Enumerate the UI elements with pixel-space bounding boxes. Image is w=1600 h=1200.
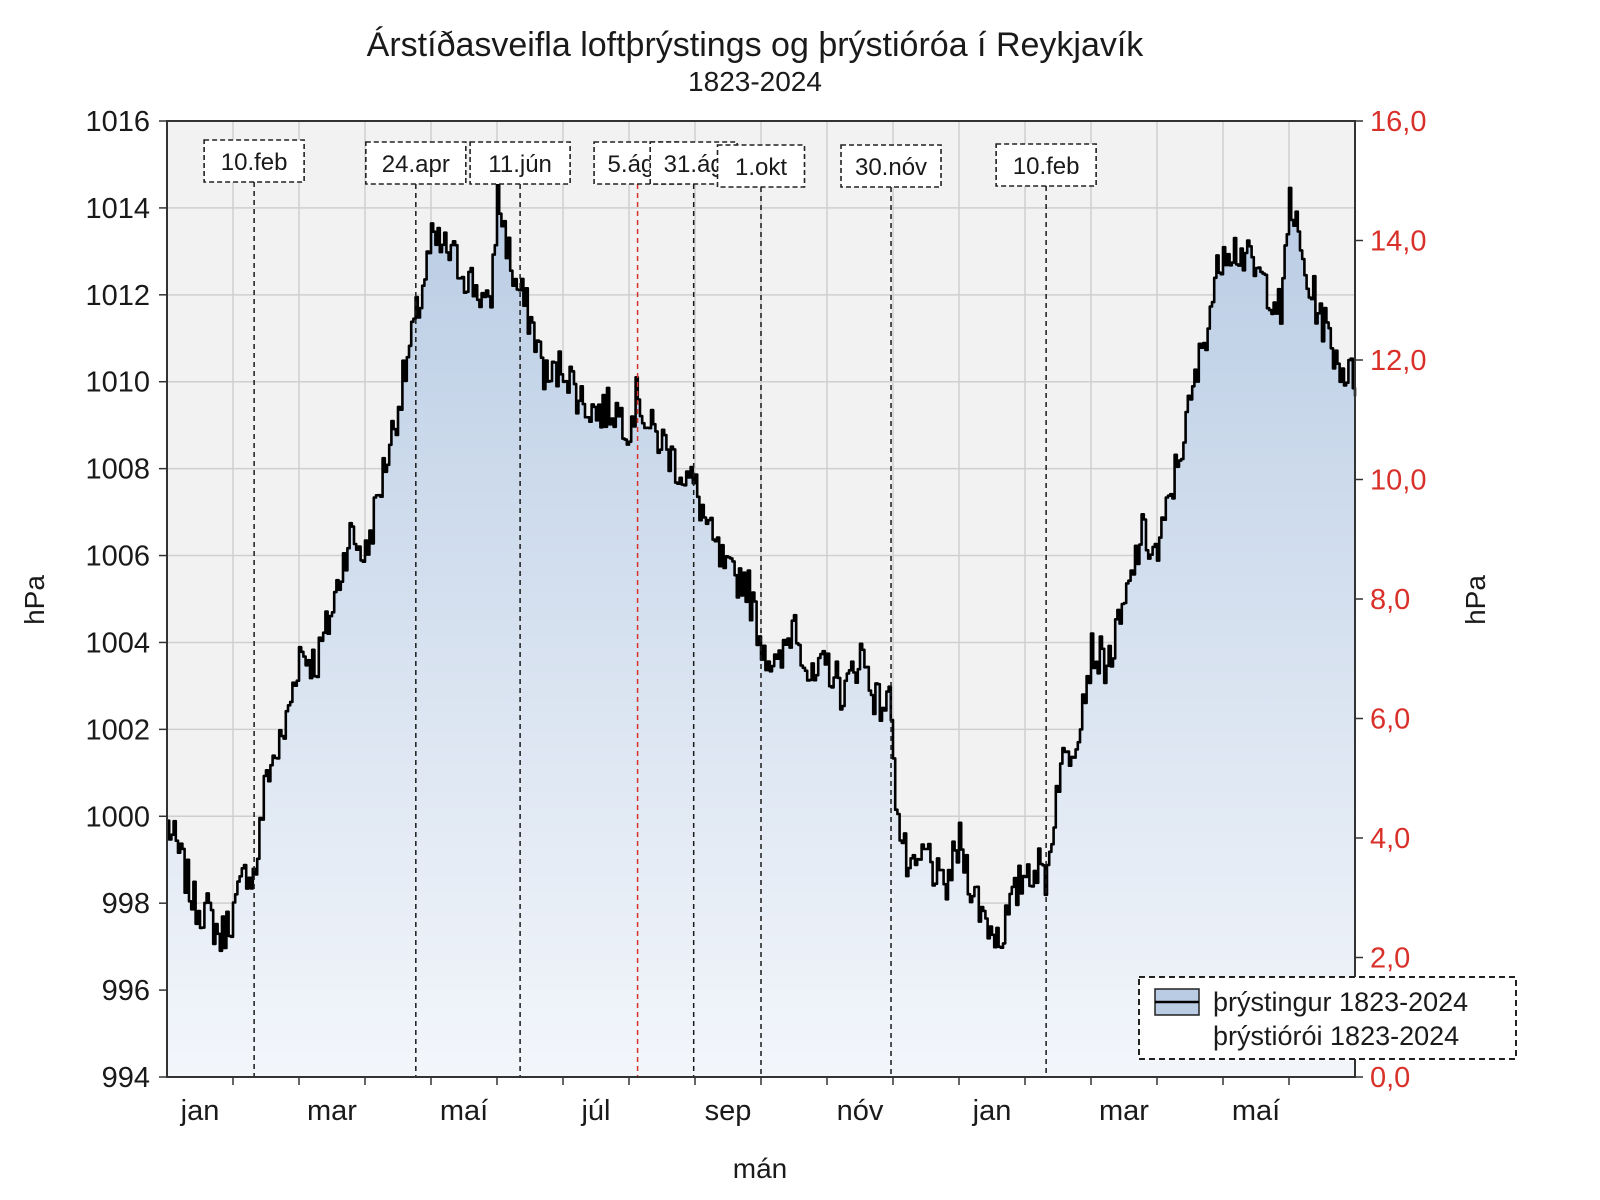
right-tick-label: 14,0 xyxy=(1370,226,1426,258)
left-tick-label: 1008 xyxy=(85,454,150,486)
annotation-label: 1.okt xyxy=(735,154,787,181)
right-tick-label: 2,0 xyxy=(1370,943,1410,975)
right-tick-label: 6,0 xyxy=(1370,704,1410,736)
legend-box xyxy=(1138,976,1517,1060)
legend-label-variability: þrýstiórói 1823-2024 xyxy=(1213,1021,1459,1051)
x-tick-label: maí xyxy=(1232,1095,1280,1127)
left-axis-ticks: 1016 1014 1012 1010 1008 1006 1004 1002 1000 998 9… xyxy=(85,106,167,1094)
left-tick-label: 1012 xyxy=(85,280,150,312)
x-axis-ticks: jan mar maí júl sep nóv jan mar maí xyxy=(180,1077,1290,1127)
x-tick-label: maí xyxy=(440,1095,488,1127)
x-tick-label: júl xyxy=(580,1095,610,1127)
left-tick-label: 1002 xyxy=(85,714,150,746)
left-tick-label: 1010 xyxy=(85,367,150,399)
x-tick-label: jan xyxy=(972,1095,1012,1127)
annotation-box xyxy=(716,144,806,188)
right-tick-label: 10,0 xyxy=(1370,465,1426,497)
right-tick-label: 4,0 xyxy=(1370,823,1410,855)
annotation-label: 30.nóv xyxy=(855,154,927,181)
annotation-box xyxy=(469,141,571,185)
right-axis-label: hPa xyxy=(1460,575,1491,625)
legend: þrýstingur 1823-2024 þrýstiórói 1823-202… xyxy=(1138,976,1517,1060)
left-tick-label: 1006 xyxy=(85,541,150,573)
annotation-label: 10.feb xyxy=(221,149,288,176)
legend-label-pressure: þrýstingur 1823-2024 xyxy=(1213,987,1468,1017)
left-tick-label: 994 xyxy=(102,1062,150,1094)
annotation-label: 24.apr xyxy=(382,151,450,178)
x-axis-label: mán xyxy=(733,1153,787,1184)
right-tick-label: 16,0 xyxy=(1370,106,1426,138)
left-tick-label: 1000 xyxy=(85,801,150,833)
annotation-box xyxy=(995,143,1097,187)
annotation-label: 31.ág xyxy=(664,151,724,178)
left-tick-label: 996 xyxy=(102,975,150,1007)
annotation-label: 11.jún xyxy=(488,151,552,178)
annotation-label: 10.feb xyxy=(1013,153,1080,180)
left-tick-label: 1016 xyxy=(85,106,150,138)
pressure-area xyxy=(167,180,1355,1078)
chart-title: Árstíðasveifla loftþrýstings og þrýstiór… xyxy=(367,26,1145,64)
x-tick-label: nóv xyxy=(837,1095,884,1127)
x-tick-label: mar xyxy=(307,1095,357,1127)
right-tick-label: 0,0 xyxy=(1370,1062,1410,1094)
x-tick-label: sep xyxy=(705,1095,752,1127)
annotation-box xyxy=(840,144,942,188)
left-tick-label: 998 xyxy=(102,888,150,920)
left-tick-label: 1004 xyxy=(85,627,150,659)
right-tick-label: 12,0 xyxy=(1370,345,1426,377)
right-tick-label: 8,0 xyxy=(1370,584,1410,616)
annotation-box xyxy=(365,141,467,185)
left-axis-label: hPa xyxy=(19,575,50,625)
right-axis-ticks: 16,0 14,0 12,0 10,0 8,0 6,0 4,0 2,0 0,0 xyxy=(1355,106,1426,1094)
left-tick-label: 1014 xyxy=(85,193,150,225)
x-tick-label: jan xyxy=(180,1095,220,1127)
annotation-box xyxy=(203,139,305,183)
chart-subtitle: 1823-2024 xyxy=(688,66,822,97)
x-tick-label: mar xyxy=(1099,1095,1149,1127)
